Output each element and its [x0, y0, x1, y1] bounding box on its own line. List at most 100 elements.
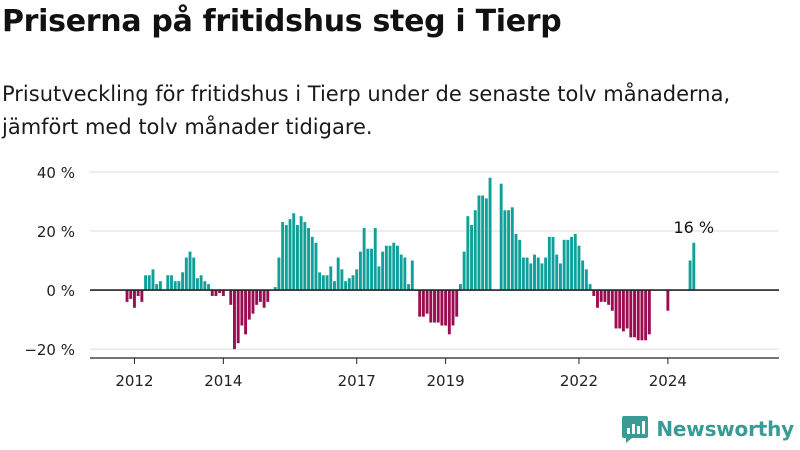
bar [466, 216, 470, 291]
bar [451, 290, 455, 326]
x-tick-label: 2014 [204, 372, 242, 390]
bar [444, 290, 448, 326]
bar [540, 263, 544, 291]
bar [621, 290, 625, 332]
bar [247, 290, 251, 320]
bar [188, 251, 192, 291]
bar [410, 260, 414, 291]
bar [533, 254, 536, 291]
bar [584, 269, 588, 291]
x-tick-label: 2022 [560, 372, 598, 390]
bars [125, 177, 696, 350]
bar [192, 257, 196, 291]
bar [362, 228, 366, 291]
bar [573, 233, 577, 291]
bar [647, 290, 651, 335]
bar [388, 245, 392, 291]
bar [473, 210, 477, 291]
bar [195, 278, 199, 291]
bar [355, 269, 359, 291]
x-tick-label: 2012 [115, 372, 153, 390]
bar [340, 269, 344, 291]
bar [166, 275, 170, 291]
bar [514, 233, 518, 291]
bar [314, 242, 318, 291]
chart-subtitle: Prisutveckling för fritidshus i Tierp un… [2, 82, 731, 139]
bar [521, 257, 525, 291]
bar [484, 198, 488, 291]
bar [344, 281, 348, 291]
bar [470, 225, 473, 291]
x-tick-label: 2024 [649, 372, 687, 390]
bar [562, 239, 566, 291]
bar [214, 290, 218, 296]
bar [559, 263, 562, 291]
bar [129, 290, 133, 299]
y-tick-label: 20 % [37, 223, 75, 241]
bar [503, 210, 507, 291]
bar [358, 251, 362, 291]
bar [551, 236, 555, 291]
bar [644, 290, 648, 341]
bar [347, 278, 351, 291]
bar [433, 290, 436, 323]
y-axis-labels: 40 % 20 % 0 % −20 % [24, 164, 75, 359]
bar [614, 290, 618, 329]
brand-name: Newsworthy [656, 417, 794, 441]
y-tick-label: 0 % [46, 282, 75, 300]
bar [244, 290, 248, 335]
bar [566, 239, 570, 291]
gridlines [90, 171, 779, 350]
bar [529, 263, 533, 291]
bar [592, 290, 596, 296]
bar [510, 207, 514, 291]
chart-title: Priserna på fritidshus steg i Tierp [2, 4, 562, 39]
bar [629, 290, 633, 338]
bar [325, 275, 329, 291]
x-tick-label: 2019 [427, 372, 465, 390]
bar [570, 236, 573, 291]
bar [396, 245, 399, 291]
bar [299, 216, 303, 291]
x-axis-labels: 2012 2014 2017 2019 2022 2024 [115, 372, 687, 390]
bar [318, 272, 322, 291]
bar [140, 290, 144, 302]
bar [633, 290, 636, 338]
bar [607, 290, 611, 305]
bar [610, 290, 614, 311]
bar [488, 177, 492, 291]
bar [377, 266, 381, 291]
y-tick-label: 40 % [37, 164, 75, 182]
bar [321, 275, 325, 291]
bar [636, 290, 640, 341]
bar [370, 248, 373, 291]
brand-logo: Newsworthy [621, 412, 794, 446]
bar [577, 245, 581, 291]
bar [336, 257, 340, 291]
bar [366, 248, 370, 291]
bar [399, 254, 403, 291]
bar [147, 275, 151, 291]
bar [310, 236, 314, 291]
bar [133, 290, 136, 308]
bar [251, 290, 255, 314]
bar [184, 257, 188, 291]
bar [425, 290, 429, 314]
bar [477, 195, 481, 291]
bar [173, 281, 177, 291]
bar [333, 281, 336, 291]
last-value-label: 16 % [673, 218, 714, 237]
bar [499, 183, 503, 291]
bar [240, 290, 244, 326]
bar [429, 290, 433, 323]
bar [136, 290, 140, 296]
bar [170, 275, 173, 291]
bar [536, 257, 540, 291]
bar [618, 290, 622, 329]
bar [277, 257, 281, 291]
annotations: 16 % [673, 218, 714, 237]
bar [177, 281, 181, 291]
bar [525, 257, 529, 291]
bar [688, 260, 692, 291]
